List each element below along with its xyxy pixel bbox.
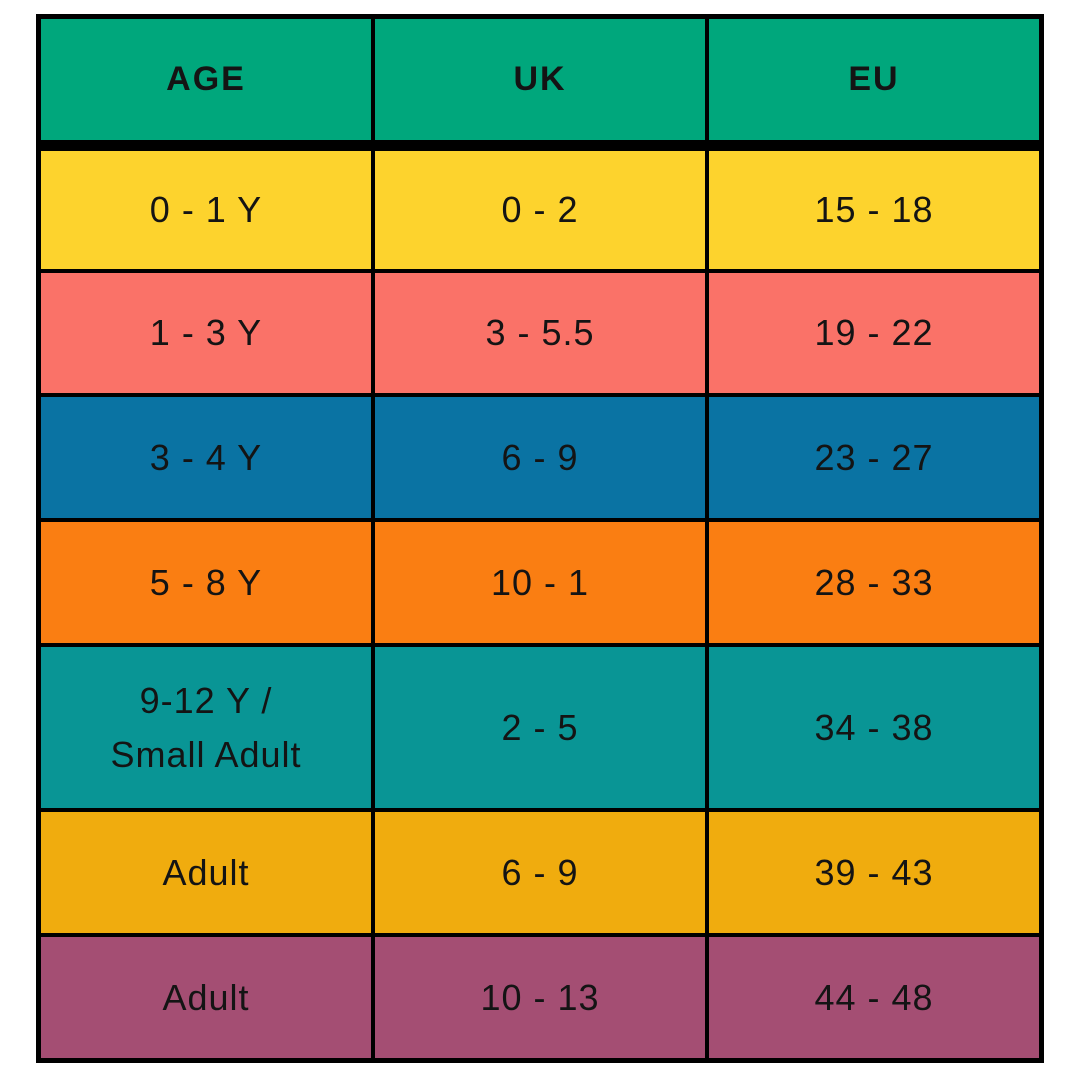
header-cell-uk: UK (375, 19, 705, 140)
cell-uk-row1: 3 - 5.5 (375, 273, 705, 393)
header-divider-line (41, 144, 1039, 147)
cell-eu-row5: 39 - 43 (709, 812, 1039, 933)
cell-eu-row0: 15 - 18 (709, 151, 1039, 269)
header-cell-eu: EU (709, 19, 1039, 140)
cell-uk-row3: 10 - 1 (375, 522, 705, 643)
cell-uk-row4: 2 - 5 (375, 647, 705, 808)
size-chart-table: AGE UK EU 0 - 1 Y 0 - 2 15 - 18 1 - 3 Y … (36, 14, 1044, 1063)
cell-uk-row5: 6 - 9 (375, 812, 705, 933)
cell-eu-row3: 28 - 33 (709, 522, 1039, 643)
cell-uk-row6: 10 - 13 (375, 937, 705, 1058)
cell-age-row5: Adult (41, 812, 371, 933)
cell-eu-row6: 44 - 48 (709, 937, 1039, 1058)
cell-age-row1: 1 - 3 Y (41, 273, 371, 393)
cell-uk-row0: 0 - 2 (375, 151, 705, 269)
cell-age-row6: Adult (41, 937, 371, 1058)
cell-eu-row1: 19 - 22 (709, 273, 1039, 393)
cell-age-row3: 5 - 8 Y (41, 522, 371, 643)
cell-uk-row2: 6 - 9 (375, 397, 705, 518)
cell-age-row4: 9-12 Y / Small Adult (41, 647, 371, 808)
header-cell-age: AGE (41, 19, 371, 140)
cell-eu-row2: 23 - 27 (709, 397, 1039, 518)
cell-age-row0: 0 - 1 Y (41, 151, 371, 269)
cell-eu-row4: 34 - 38 (709, 647, 1039, 808)
cell-age-row2: 3 - 4 Y (41, 397, 371, 518)
